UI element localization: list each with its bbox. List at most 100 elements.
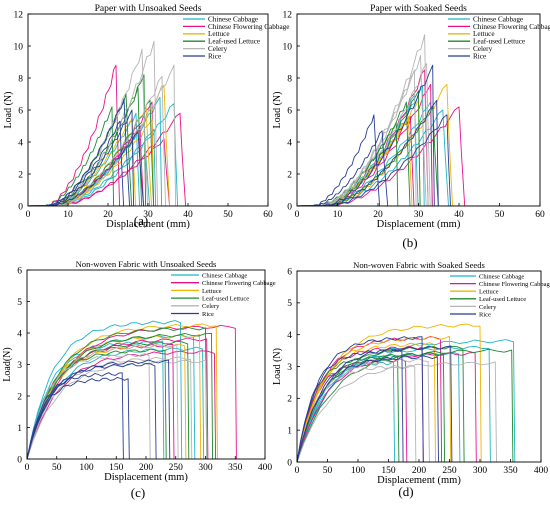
x-tick-label: 60 (263, 210, 273, 220)
y-tick-label: 12 (14, 10, 24, 20)
legend-label: Celery (479, 304, 497, 311)
curve-chinese-cabbage-4 (28, 128, 216, 206)
curves (27, 320, 237, 459)
y-tick-label: 8 (18, 74, 23, 84)
y-tick-label: 12 (283, 10, 293, 20)
x-tick-label: 10 (333, 210, 343, 220)
legend-label: Chinese Flowering Cabbage (473, 23, 550, 31)
curve-celery-2 (297, 364, 417, 462)
curves (297, 34, 512, 206)
curve-lettuce-3 (297, 115, 461, 206)
curve-celery-1 (28, 40, 182, 206)
curve-rice-1 (297, 336, 424, 462)
legend-label: Lettuce (202, 288, 222, 295)
y-tick-label: 2 (287, 170, 292, 180)
legend-label: Celery (202, 303, 220, 310)
x-tick-label: 200 (139, 463, 154, 473)
panel-b: 0 10 20 30 40 50 60 0 2 4 6 8 10 12 Paper with Soaked … (272, 3, 550, 250)
x-tick-label: 50 (223, 210, 233, 220)
legend-label: Chinese Cabbage (202, 272, 247, 279)
x-tick-label: 250 (169, 463, 184, 473)
curve-chinese-flowering-cabbage-4 (27, 350, 217, 459)
x-tick-label: 30 (143, 210, 153, 220)
y-tick-label: 4 (287, 331, 292, 341)
curve-rice-1 (27, 372, 124, 459)
x-tick-label: 400 (258, 463, 273, 473)
y-tick-label: 0 (17, 455, 22, 465)
legend-label: Chinese Cabbage (208, 15, 258, 23)
panel-d: 0 50 100 150 200 250 300 350 400 0 1 2 3 4 5 6 Non-woven… (272, 260, 550, 499)
x-tick-label: 20 (103, 210, 113, 220)
x-axis-label: Displacement (mm) (377, 475, 461, 486)
legend-label: Lettuce (473, 30, 495, 38)
curve-lettuce-2 (28, 119, 190, 206)
curve-celery-4 (28, 75, 226, 206)
legend-label: Rice (479, 311, 491, 318)
curve-rice-4 (28, 131, 204, 206)
x-tick-label: 300 (198, 463, 213, 473)
curve-lettuce-2 (297, 99, 457, 206)
curve-rice-2 (27, 362, 157, 459)
x-tick-label: 400 (534, 466, 549, 476)
curve-rice-4 (297, 130, 449, 206)
x-tick-label: 60 (535, 210, 545, 220)
y-tick-label: 8 (287, 74, 292, 84)
curve-rice-1 (297, 114, 404, 206)
x-tick-label: 0 (25, 463, 30, 473)
y-axis-label: Load(N) (2, 347, 13, 381)
x-tick-label: 0 (295, 466, 300, 476)
curve-rice-4 (297, 345, 453, 462)
legend-label: Chinese Flowering Cabbage (202, 280, 276, 287)
y-tick-label: 0 (287, 458, 292, 468)
x-tick-label: 0 (295, 210, 300, 220)
legend-label: Lettuce (479, 289, 499, 296)
curve-rice-2 (297, 349, 404, 462)
curve-rice-2 (28, 109, 170, 206)
y-tick-label: 2 (287, 395, 292, 405)
x-tick-label: 350 (228, 463, 243, 473)
legend-label: Rice (202, 311, 214, 318)
y-tick-label: 6 (287, 106, 292, 116)
curve-rice-3 (297, 355, 439, 462)
y-axis-label: Load (N) (272, 92, 283, 129)
legend-label: Lettuce (208, 30, 230, 38)
y-tick-label: 10 (283, 42, 293, 52)
x-tick-label: 250 (442, 466, 457, 476)
legend-label: Leaf-used Lettuce (479, 296, 526, 303)
curve-chinese-cabbage-1 (27, 320, 183, 459)
y-axis-label: Load (N) (272, 348, 283, 385)
x-tick-label: 40 (454, 210, 464, 220)
curve-lettuce-1 (28, 85, 194, 206)
x-axis-label: Displacement (mm) (104, 472, 188, 483)
x-tick-label: 40 (183, 210, 193, 220)
curve-lettuce-3 (297, 342, 436, 462)
chart-title: Paper with Soaked Seeds (370, 3, 467, 14)
x-axis-label: Displacement (mm) (106, 219, 190, 230)
curve-leaf-used-lettuce-1 (27, 326, 208, 459)
y-tick-label: 1 (287, 426, 292, 436)
chart-title: Paper with Unsoaked Seeds (95, 3, 202, 14)
x-tick-label: 10 (63, 210, 73, 220)
curve-leaf-used-lettuce-1 (297, 348, 514, 462)
panel-label: (d) (398, 484, 413, 499)
legend-label: Celery (208, 45, 228, 53)
y-tick-label: 0 (287, 202, 292, 212)
curve-rice-3 (28, 120, 172, 206)
y-tick-label: 6 (18, 106, 23, 116)
y-tick-label: 5 (17, 298, 22, 308)
curve-celery-1 (297, 361, 497, 462)
legend-label: Celery (473, 45, 493, 53)
panel-label: (b) (402, 235, 417, 250)
legend-label: Leaf-used Lettuce (202, 296, 249, 303)
panel-label: (c) (131, 485, 145, 500)
legend-label: Chinese Flowering Cabbage (208, 23, 289, 31)
curve-chinese-flowering-cabbage-2 (27, 337, 209, 459)
curves (28, 40, 242, 206)
curve-chinese-flowering-cabbage-1 (297, 69, 453, 206)
panel-c: 0 50 100 150 200 250 300 350 400 0 1 2 3 4 5 6 Non-woven… (2, 259, 276, 500)
